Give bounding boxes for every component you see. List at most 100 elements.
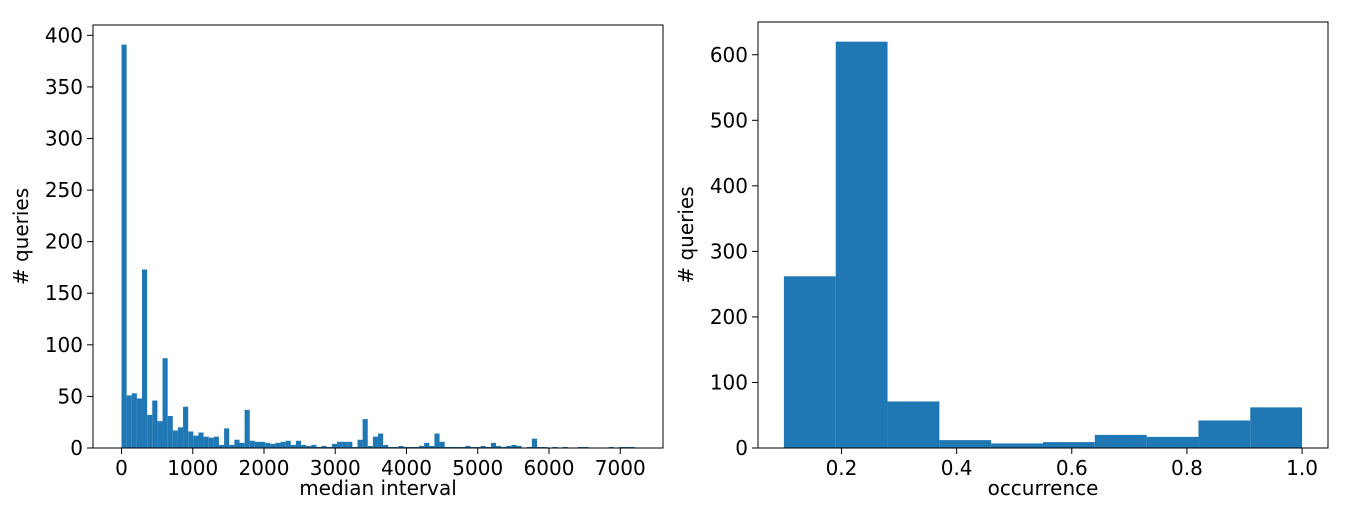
y-tick-label: 0 <box>70 436 83 460</box>
histogram-bar <box>454 446 461 448</box>
histogram-bar <box>624 446 630 448</box>
x-tick-label: 6000 <box>524 456 575 480</box>
y-tick-label: 200 <box>45 230 83 254</box>
x-tick-label: 0.4 <box>941 456 973 480</box>
y-tick-label: 300 <box>710 239 748 263</box>
histogram-bar <box>131 393 137 448</box>
histogram-bar <box>188 431 194 448</box>
y-tick-label: 0 <box>735 436 748 460</box>
histogram-bar <box>275 442 281 448</box>
x-tick-label: 5000 <box>452 456 503 480</box>
histogram-bar <box>208 437 214 448</box>
histogram-median-interval: 0 1000 2000 3000 4000 5000 6000 7000 0 50 100 150 20… <box>9 23 664 500</box>
histogram-bar <box>229 444 235 448</box>
histogram-bar <box>1094 434 1147 448</box>
histogram-bar <box>403 446 409 448</box>
histogram-bar <box>306 445 312 448</box>
histogram-bar <box>531 438 538 448</box>
histogram-bar <box>835 41 888 449</box>
histogram-bar <box>1198 420 1251 448</box>
histogram-bar <box>316 446 322 448</box>
histogram-bar <box>301 444 307 448</box>
histogram-bar <box>254 441 261 448</box>
y-tick-label: 600 <box>710 43 748 67</box>
histogram-bar <box>290 444 296 448</box>
histogram-bar <box>342 441 348 448</box>
histogram-bar <box>321 445 327 448</box>
histogram-bar <box>167 416 173 448</box>
histogram-bar <box>783 276 836 448</box>
y-tick-label: 150 <box>45 281 83 305</box>
histogram-bar <box>172 430 178 448</box>
histogram-bar <box>537 446 543 448</box>
histogram-bar <box>475 446 481 448</box>
x-tick-label: 3000 <box>310 456 361 480</box>
histogram-bar <box>126 395 132 448</box>
histogram-bar <box>367 445 373 448</box>
y-tick-label: 50 <box>58 384 83 408</box>
x-tick-label: 7000 <box>595 456 646 480</box>
histogram-bar <box>285 440 291 448</box>
histogram-bar <box>887 401 940 448</box>
y-axis-label: # queries <box>674 186 698 283</box>
histogram-bar <box>465 445 471 448</box>
y-tick-label: 400 <box>710 174 748 198</box>
histogram-bar <box>224 428 230 448</box>
y-tick-label: 200 <box>710 305 748 329</box>
y-axis-label: # queries <box>9 188 33 285</box>
histogram-bar <box>408 446 414 448</box>
histogram-occurrence: 0.2 0.4 0.6 0.8 1.0 0 100 200 300 400 500 600 occurr… <box>674 21 1329 500</box>
histogram-bar <box>460 446 466 448</box>
x-tick-label: 0.8 <box>1171 456 1203 480</box>
histogram-bar <box>542 446 548 448</box>
y-tick-label: 100 <box>710 370 748 394</box>
plot-frame <box>92 24 664 449</box>
histogram-bar <box>136 398 143 448</box>
histogram-bar <box>260 441 266 448</box>
x-tick-label: 1000 <box>167 456 218 480</box>
histogram-bar <box>516 445 522 448</box>
x-tick-label: 4000 <box>381 456 432 480</box>
histogram-bar <box>490 442 496 448</box>
plot-frame <box>757 21 1329 449</box>
histogram-bar <box>249 440 255 448</box>
histogram-bar <box>583 446 589 448</box>
histogram-bar <box>991 443 1043 448</box>
histogram-bar <box>372 436 378 448</box>
histogram-bar <box>198 432 204 448</box>
histogram-bar <box>121 44 127 448</box>
histogram-bar <box>152 400 158 448</box>
histogram-bar <box>326 446 332 448</box>
histogram-bar <box>265 442 271 448</box>
histogram-bar <box>398 445 404 448</box>
histogram-bar <box>378 433 384 448</box>
y-tick-label: 400 <box>45 23 83 47</box>
histogram-bar <box>480 445 486 448</box>
histogram-bar <box>177 427 184 448</box>
histogram-bar <box>362 419 368 448</box>
x-axis-label: occurrence <box>988 476 1099 500</box>
y-tick-label: 250 <box>45 178 83 202</box>
x-tick-label: 0 <box>115 456 128 480</box>
histogram-bar <box>470 446 476 448</box>
histogram-bar <box>511 444 517 448</box>
histogram-bar <box>1250 407 1303 448</box>
histogram-bar <box>147 414 153 448</box>
y-tick-label: 500 <box>710 108 748 132</box>
histogram-bar <box>485 446 491 448</box>
histogram-bar <box>357 439 363 448</box>
histogram-bar <box>393 446 399 448</box>
x-tick-label: 2000 <box>239 456 290 480</box>
histogram-bar <box>1043 442 1095 448</box>
histogram-bar <box>234 439 240 448</box>
x-axis-label: median interval <box>299 476 457 500</box>
histogram-bar <box>270 443 276 448</box>
histogram-bar <box>449 446 455 448</box>
histogram-bar <box>213 436 219 448</box>
histogram-bar <box>157 421 163 448</box>
histogram-bar <box>578 446 584 448</box>
histogram-bar <box>444 446 450 448</box>
histogram-bar <box>295 440 302 448</box>
histogram-bar <box>608 446 614 448</box>
